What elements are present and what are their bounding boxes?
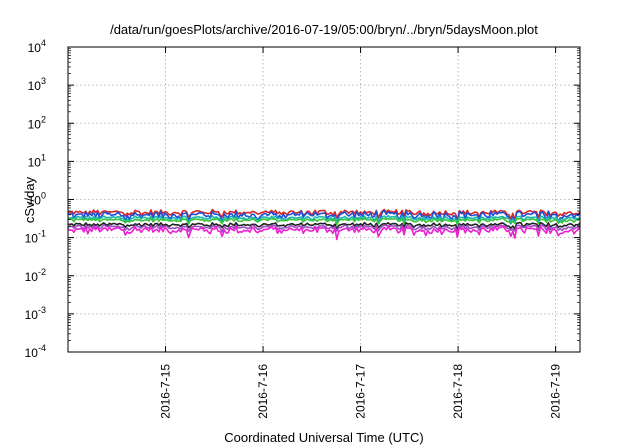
y-tick-label: 104 xyxy=(28,38,46,55)
y-tick-label: 10-4 xyxy=(25,343,46,360)
y-tick-label: 101 xyxy=(28,152,46,169)
y-tick-label: 100 xyxy=(28,191,46,208)
series-line xyxy=(67,208,581,221)
series-group xyxy=(67,208,581,241)
series-line xyxy=(67,225,581,241)
series-line xyxy=(67,214,581,224)
chart-title: /data/run/goesPlots/archive/2016-07-19/0… xyxy=(110,22,538,37)
series-line xyxy=(67,217,581,226)
series-line xyxy=(67,221,581,230)
x-tick-label: 2016-7-15 xyxy=(159,364,173,419)
y-tick-label: 102 xyxy=(28,114,46,131)
y-tick-label: 103 xyxy=(28,76,46,93)
y-tick-label: 10-2 xyxy=(25,267,46,284)
y-tick-label: 10-1 xyxy=(25,229,46,246)
x-tick-label: 2016-7-18 xyxy=(451,364,465,419)
x-tick-label: 2016-7-16 xyxy=(256,364,270,419)
x-axis-label: Coordinated Universal Time (UTC) xyxy=(224,430,423,445)
x-tick-label: 2016-7-17 xyxy=(354,364,368,419)
grid xyxy=(68,47,580,352)
x-tick-label: 2016-7-19 xyxy=(549,364,563,419)
y-axis-label: cSv/day xyxy=(22,176,37,223)
x-axis: 2016-7-15 2016-7-16 2016-7-17 2016-7-18 2016… xyxy=(159,47,563,419)
y-tick-label: 10-3 xyxy=(25,305,46,322)
y-axis: 10-4 10-3 10-2 10-1 100 101 102 103 104 xyxy=(25,38,580,360)
series-line xyxy=(67,210,581,226)
